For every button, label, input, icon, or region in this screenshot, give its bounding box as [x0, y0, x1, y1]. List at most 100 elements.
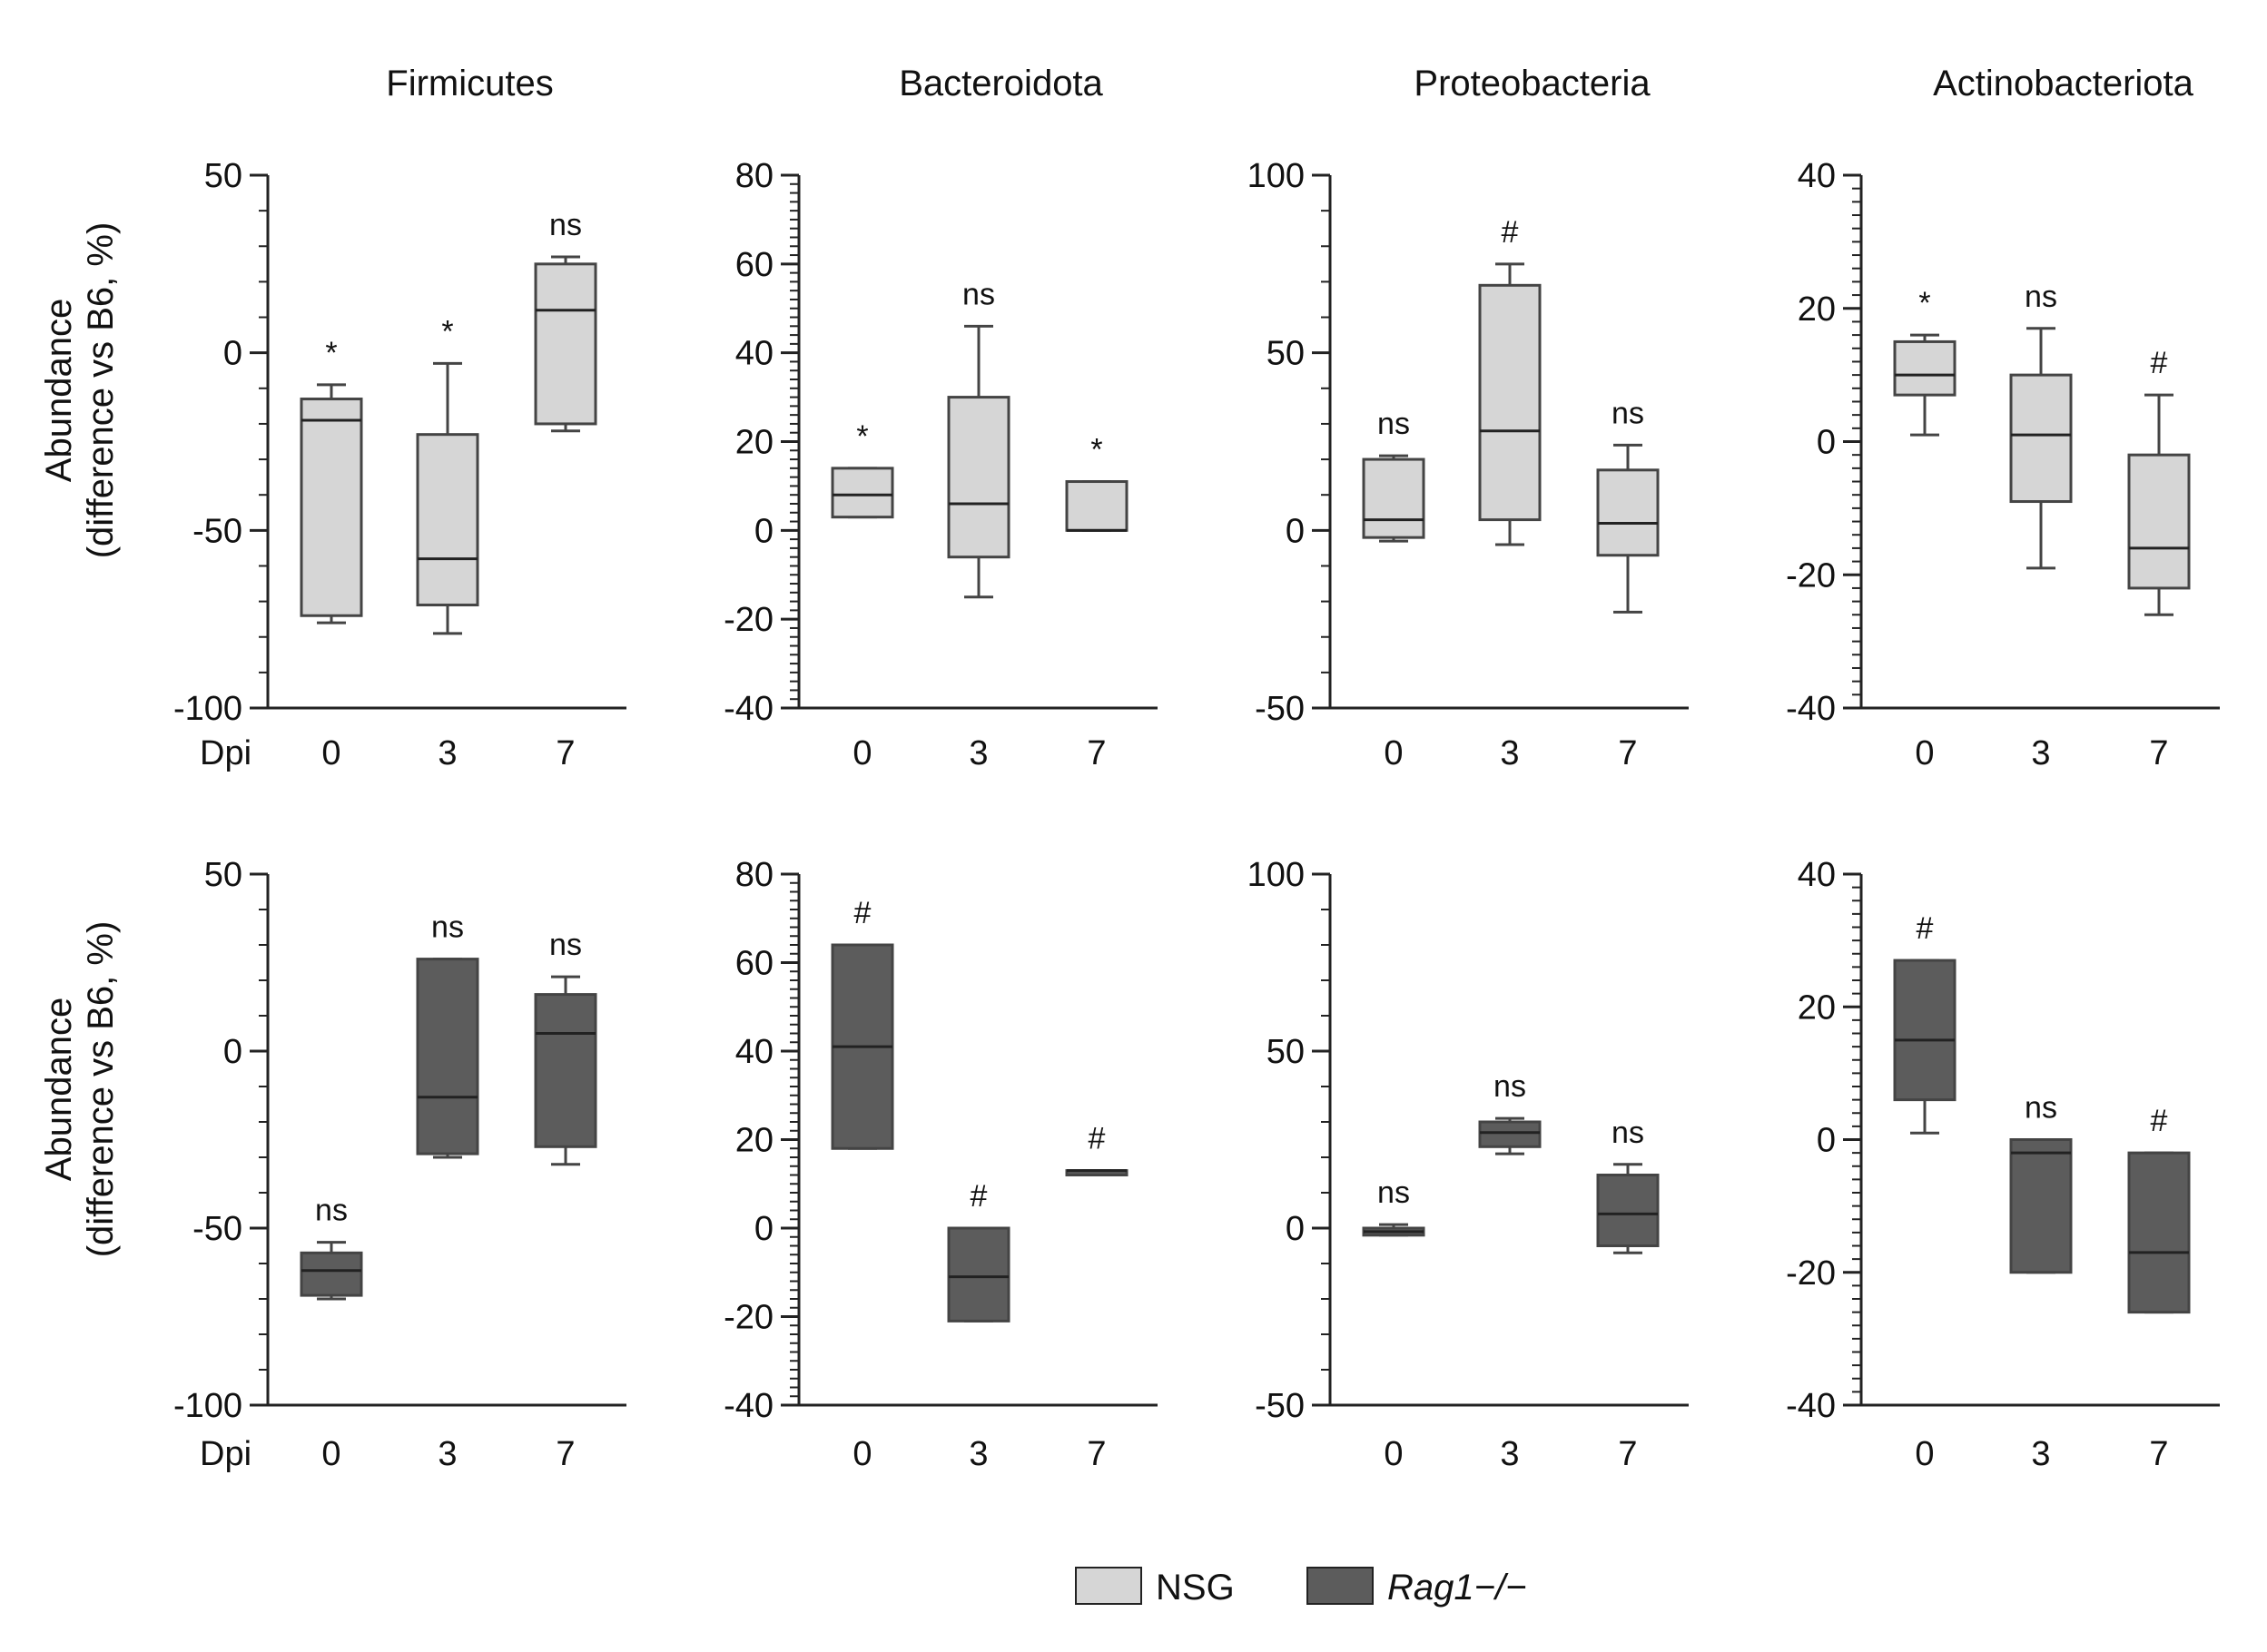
significance-label: #	[1917, 911, 1934, 946]
y-tick-label: 20	[1798, 290, 1836, 329]
box-dpi-7: ns	[1596, 396, 1660, 614]
box-dpi-3: #	[947, 1179, 1010, 1323]
box-dpi-0: ns	[1362, 1175, 1425, 1237]
box-dpi-3: #	[1478, 215, 1542, 546]
y-axis-label-line1: Abundance	[39, 998, 79, 1181]
box-dpi-3: ns	[416, 910, 479, 1159]
box-dpi-3: ns	[1478, 1069, 1542, 1155]
y-tick-label: 60	[735, 945, 774, 983]
panel-bacteroidota-nsg: Bacteroidota 80 60 40 20 0 -20 -40 0 * 3 ns 7 *	[724, 64, 1158, 772]
y-tick-label: 0	[754, 1210, 774, 1248]
x-tick-label: 7	[556, 734, 575, 772]
significance-label: ns	[1493, 1069, 1526, 1104]
y-tick-label: -50	[1255, 690, 1305, 728]
legend-swatch-rag1	[1306, 1567, 1374, 1605]
legend-label-rag1: Rag1−/−	[1387, 1568, 1526, 1608]
significance-label: ns	[2025, 1091, 2057, 1126]
box-iqr	[1893, 339, 1957, 397]
legend-label-nsg: NSG	[1156, 1568, 1235, 1608]
box-iqr	[1596, 468, 1660, 557]
x-tick-label: 3	[1500, 1435, 1519, 1473]
panel-actinobacteriota-nsg: Actinobacteriota 40 20 0 -20 -40 0 * 3 ns 7 #	[1786, 64, 2220, 772]
y-tick-label: -50	[192, 512, 242, 550]
y-tick-label: 0	[1817, 1122, 1836, 1160]
panel-title: Actinobacteriota	[1933, 64, 2194, 103]
y-tick-label: -40	[1786, 1387, 1836, 1425]
y-tick-label: -20	[1786, 1254, 1836, 1293]
y-tick-label: 0	[754, 512, 774, 550]
y-tick-label: 50	[204, 856, 242, 894]
x-tick-label: 0	[853, 734, 872, 772]
box-iqr	[2009, 373, 2073, 504]
y-axis-label-top: Abundance (difference vs B6, %)	[39, 222, 121, 559]
x-tick-label: 7	[1087, 1435, 1106, 1473]
x-tick-label: 7	[1618, 1435, 1637, 1473]
y-tick-label: 100	[1247, 157, 1305, 195]
significance-label: #	[2151, 1104, 2168, 1138]
box-iqr	[1478, 1120, 1542, 1148]
x-tick-label: 0	[1384, 1435, 1403, 1473]
y-tick-label: 0	[223, 335, 242, 373]
y-axis-label-bottom: Abundance (difference vs B6, %)	[39, 921, 121, 1258]
y-tick-label: 0	[1286, 1210, 1305, 1248]
x-tick-label: 3	[438, 734, 457, 772]
legend: NSG Rag1−/−	[1075, 1567, 1526, 1608]
y-tick-label: 50	[204, 157, 242, 195]
y-tick-label: -50	[1255, 1387, 1305, 1425]
box-dpi-7: #	[2127, 346, 2191, 616]
y-tick-label: -40	[1786, 690, 1836, 728]
y-tick-label: 100	[1247, 856, 1305, 894]
box-iqr	[1596, 1174, 1660, 1247]
significance-label: ns	[315, 1194, 348, 1228]
y-tick-label: 50	[1267, 1033, 1305, 1071]
y-tick-label: -20	[724, 601, 774, 639]
y-tick-label: 40	[735, 335, 774, 373]
panel-title: Firmicutes	[386, 64, 553, 103]
significance-label: ns	[962, 277, 995, 311]
box-iqr	[300, 398, 363, 617]
dpi-label-top: Dpi	[200, 734, 251, 772]
y-tick-label: 0	[1817, 424, 1836, 462]
x-tick-label: 3	[969, 734, 988, 772]
panel-title: Bacteroidota	[899, 64, 1103, 103]
box-iqr	[1362, 457, 1425, 539]
box-dpi-7: #	[1065, 1122, 1129, 1176]
box-iqr	[1478, 283, 1542, 522]
y-tick-label: 80	[735, 856, 774, 894]
box-iqr	[1893, 959, 1957, 1102]
y-tick-label: 40	[1798, 856, 1836, 894]
significance-label: *	[441, 314, 453, 349]
box-dpi-0: ns	[300, 1194, 363, 1301]
box-iqr	[1065, 480, 1129, 532]
significance-label: #	[854, 896, 872, 930]
box-iqr	[2009, 1138, 2073, 1274]
y-tick-label: -50	[192, 1210, 242, 1248]
box-dpi-0: *	[1893, 286, 1957, 437]
panel-bacteroidota-rag1: 80 60 40 20 0 -20 -40 0 #3 #7 #	[724, 856, 1158, 1473]
panel-actinobacteriota-rag1: 40 20 0 -20 -40 0 #3 ns 7 #	[1786, 856, 2220, 1473]
y-tick-label: 80	[735, 157, 774, 195]
significance-label: ns	[2025, 280, 2057, 314]
y-tick-label: 0	[223, 1033, 242, 1071]
box-dpi-7: #	[2127, 1104, 2191, 1314]
significance-label: #	[2151, 346, 2168, 380]
significance-label: ns	[431, 910, 464, 945]
y-tick-label: 40	[735, 1033, 774, 1071]
significance-label: ns	[1612, 396, 1644, 430]
box-iqr	[831, 467, 894, 519]
y-tick-label: -20	[1786, 556, 1836, 595]
significance-label: *	[1090, 433, 1102, 467]
box-iqr	[300, 1251, 363, 1297]
x-tick-label: 7	[1087, 734, 1106, 772]
y-tick-label: -20	[724, 1299, 774, 1337]
x-tick-label: 3	[2031, 1435, 2050, 1473]
box-iqr	[2127, 453, 2191, 590]
y-tick-label: -40	[724, 1387, 774, 1425]
panel-firmicutes-rag1: 50 0 -50 -100 0 ns 3 ns 7 ns	[173, 856, 626, 1473]
significance-label: ns	[549, 208, 582, 242]
x-tick-label: 0	[321, 1435, 340, 1473]
dpi-label-bottom: Dpi	[200, 1435, 251, 1473]
panels-layer: Firmicutes 50 0 -50 -100 0 * 3 * 7 ns Bacteroidota 8…	[173, 64, 2220, 1473]
y-axis-label-line1: Abundance	[39, 299, 79, 482]
